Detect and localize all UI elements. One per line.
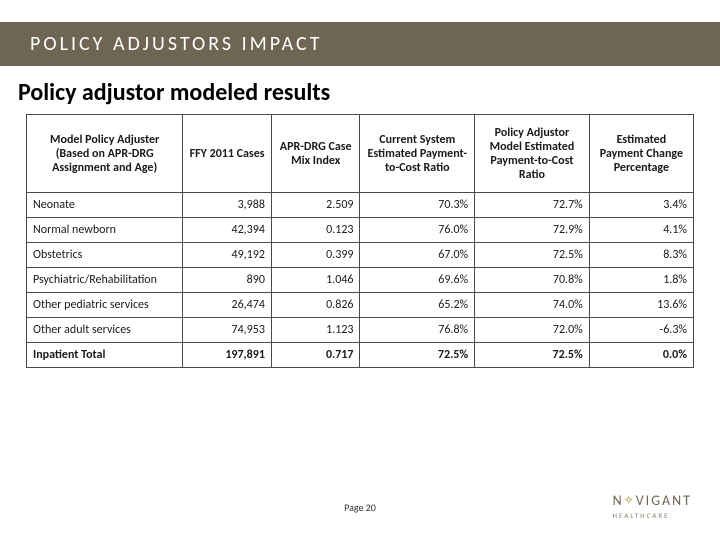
brand-name: N✧VIGANT: [613, 492, 692, 509]
table-row: Normal newborn42,3940.12376.0%72.9%4.1%: [27, 218, 694, 243]
col-header-current: Current System Estimated Payment-to-Cost…: [360, 115, 475, 193]
row-current-ratio: 72.5%: [360, 343, 475, 368]
row-model-ratio: 72.9%: [475, 218, 590, 243]
row-change: 3.4%: [589, 193, 693, 218]
row-ffy: 42,394: [183, 218, 272, 243]
row-change: 0.0%: [589, 343, 693, 368]
slide: POLICY ADJUSTORS IMPACT Policy adjustor …: [0, 0, 720, 540]
row-change: 1.8%: [589, 268, 693, 293]
row-change: 13.6%: [589, 293, 693, 318]
row-current-ratio: 70.3%: [360, 193, 475, 218]
row-cmi: 0.399: [271, 243, 360, 268]
row-ffy: 890: [183, 268, 272, 293]
col-header-model: Model Policy Adjuster (Based on APR-DRG …: [27, 115, 183, 193]
table-header-row: Model Policy Adjuster (Based on APR-DRG …: [27, 115, 694, 193]
table-row: Other pediatric services26,4740.82665.2%…: [27, 293, 694, 318]
row-current-ratio: 65.2%: [360, 293, 475, 318]
row-current-ratio: 69.6%: [360, 268, 475, 293]
row-change: 4.1%: [589, 218, 693, 243]
table-total-row: Inpatient Total197,8910.71772.5%72.5%0.0…: [27, 343, 694, 368]
row-current-ratio: 76.0%: [360, 218, 475, 243]
row-label: Normal newborn: [27, 218, 183, 243]
row-label: Inpatient Total: [27, 343, 183, 368]
results-table: Model Policy Adjuster (Based on APR-DRG …: [26, 114, 694, 368]
col-header-model-ratio: Policy Adjustor Model Estimated Payment-…: [475, 115, 590, 193]
row-model-ratio: 72.7%: [475, 193, 590, 218]
row-label: Obstetrics: [27, 243, 183, 268]
brand-logo: N✧VIGANT HEALTHCARE: [613, 492, 692, 520]
row-ffy: 49,192: [183, 243, 272, 268]
row-change: 8.3%: [589, 243, 693, 268]
row-model-ratio: 72.5%: [475, 243, 590, 268]
row-label: Other adult services: [27, 318, 183, 343]
row-change: -6.3%: [589, 318, 693, 343]
table-row: Obstetrics49,1920.39967.0%72.5%8.3%: [27, 243, 694, 268]
brand-subtitle: HEALTHCARE: [613, 511, 692, 520]
row-cmi: 1.046: [271, 268, 360, 293]
row-model-ratio: 72.5%: [475, 343, 590, 368]
row-ffy: 197,891: [183, 343, 272, 368]
row-ffy: 26,474: [183, 293, 272, 318]
row-cmi: 0.717: [271, 343, 360, 368]
row-model-ratio: 72.0%: [475, 318, 590, 343]
col-header-change: Estimated Payment Change Percentage: [589, 115, 693, 193]
row-model-ratio: 70.8%: [475, 268, 590, 293]
results-table-wrap: Model Policy Adjuster (Based on APR-DRG …: [26, 114, 694, 368]
row-model-ratio: 74.0%: [475, 293, 590, 318]
row-cmi: 0.826: [271, 293, 360, 318]
slide-subtitle: Policy adjustor modeled results: [18, 78, 330, 107]
row-cmi: 2.509: [271, 193, 360, 218]
row-label: Neonate: [27, 193, 183, 218]
row-ffy: 74,953: [183, 318, 272, 343]
col-header-ffy: FFY 2011 Cases: [183, 115, 272, 193]
row-label: Other pediatric services: [27, 293, 183, 318]
col-header-cmi: APR-DRG Case Mix Index: [271, 115, 360, 193]
title-bar: POLICY ADJUSTORS IMPACT: [0, 22, 720, 66]
row-label: Psychiatric/Rehabilitation: [27, 268, 183, 293]
compass-icon: ✧: [624, 493, 636, 508]
table-row: Psychiatric/Rehabilitation8901.04669.6%7…: [27, 268, 694, 293]
row-current-ratio: 67.0%: [360, 243, 475, 268]
row-cmi: 1.123: [271, 318, 360, 343]
table-row: Other adult services74,9531.12376.8%72.0…: [27, 318, 694, 343]
slide-title: POLICY ADJUSTORS IMPACT: [30, 32, 323, 56]
row-cmi: 0.123: [271, 218, 360, 243]
table-row: Neonate3,9882.50970.3%72.7%3.4%: [27, 193, 694, 218]
row-current-ratio: 76.8%: [360, 318, 475, 343]
row-ffy: 3,988: [183, 193, 272, 218]
page-number: Page 20: [344, 501, 376, 514]
